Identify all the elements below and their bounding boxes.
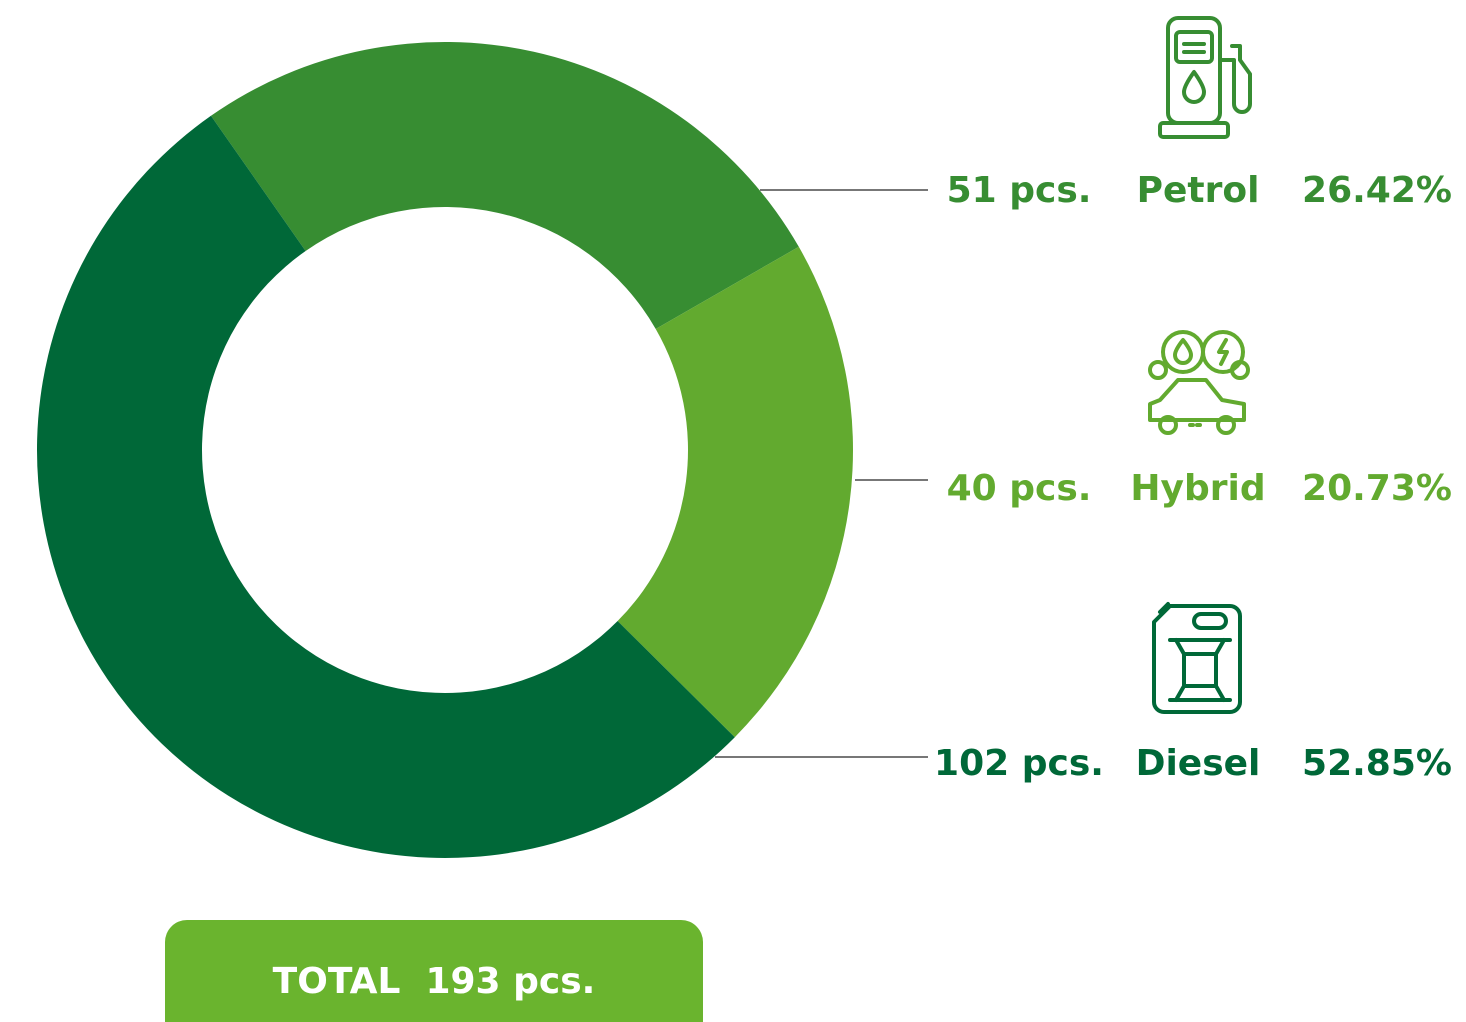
- category-label: Petrol: [1137, 170, 1260, 211]
- value-label: 40 pcs.: [947, 468, 1092, 509]
- slice: [210, 42, 799, 329]
- percentage-label: 52.85%: [1302, 743, 1452, 784]
- petrol-icon: [1158, 16, 1252, 139]
- diesel-icon: [1152, 602, 1242, 714]
- slice: [617, 246, 853, 738]
- slice: [36, 115, 735, 859]
- percentage-label: 26.42%: [1302, 170, 1452, 211]
- hybrid-icon: [1148, 330, 1250, 435]
- total-label: TOTAL 193 pcs.: [273, 961, 596, 1002]
- category-label: Hybrid: [1130, 468, 1265, 509]
- category-label: Diesel: [1136, 743, 1261, 784]
- total-box: [165, 920, 703, 1022]
- value-label: 51 pcs.: [947, 170, 1092, 211]
- percentage-label: 20.73%: [1302, 468, 1452, 509]
- value-label: 102 pcs.: [934, 743, 1104, 784]
